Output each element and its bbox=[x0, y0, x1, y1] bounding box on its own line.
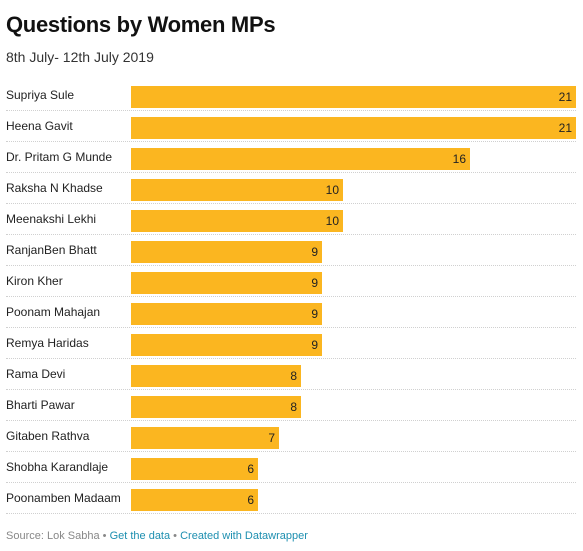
bar bbox=[131, 210, 343, 232]
category-label: Supriya Sule bbox=[6, 88, 75, 102]
bar-chart: Supriya Sule 21 Heena Gavit 21 Dr. Pritam G … bbox=[0, 80, 583, 514]
bar-row: Remya Haridas 9 bbox=[6, 328, 576, 359]
bar-row: Gitaben Rathva 7 bbox=[6, 421, 576, 452]
bar-row: Poonam Mahajan 9 bbox=[6, 297, 576, 328]
category-label: Raksha N Khadse bbox=[6, 181, 103, 195]
bar bbox=[131, 396, 301, 418]
row-divider bbox=[6, 327, 576, 328]
row-divider bbox=[6, 389, 576, 390]
row-divider bbox=[6, 451, 576, 452]
bar-row: Kiron Kher 9 bbox=[6, 266, 576, 297]
bar-value-label: 9 bbox=[311, 276, 318, 290]
bar-row: Raksha N Khadse 10 bbox=[6, 173, 576, 204]
bar-row: Bharti Pawar 8 bbox=[6, 390, 576, 421]
bar-row: Heena Gavit 21 bbox=[6, 111, 576, 142]
datawrapper-link[interactable]: Created with Datawrapper bbox=[180, 530, 308, 542]
bar bbox=[131, 117, 576, 139]
row-divider bbox=[6, 172, 576, 173]
bar bbox=[131, 272, 322, 294]
bar bbox=[131, 148, 470, 170]
footer-separator: • bbox=[173, 530, 178, 542]
bar-row: RanjanBen Bhatt 9 bbox=[6, 235, 576, 266]
bar-value-label: 9 bbox=[311, 245, 318, 259]
bar-value-label: 9 bbox=[311, 307, 318, 321]
row-divider bbox=[6, 141, 576, 142]
category-label: Gitaben Rathva bbox=[6, 429, 90, 443]
bar-row: Supriya Sule 21 bbox=[6, 80, 576, 111]
bar-value-label: 16 bbox=[452, 152, 466, 166]
bar bbox=[131, 86, 576, 108]
footer-separator: • bbox=[102, 530, 107, 542]
row-divider bbox=[6, 234, 576, 235]
row-divider bbox=[6, 482, 576, 483]
bar-value-label: 10 bbox=[325, 183, 339, 197]
category-label: Rama Devi bbox=[6, 367, 66, 381]
bar bbox=[131, 458, 258, 480]
bar bbox=[131, 303, 322, 325]
row-divider bbox=[6, 420, 576, 421]
bar bbox=[131, 365, 301, 387]
bar-value-label: 21 bbox=[558, 90, 572, 104]
chart-subtitle: 8th July- 12th July 2019 bbox=[6, 49, 154, 65]
bar bbox=[131, 334, 322, 356]
category-label: Remya Haridas bbox=[6, 336, 89, 350]
bar-value-label: 7 bbox=[268, 431, 275, 445]
category-label: Meenakshi Lekhi bbox=[6, 212, 97, 226]
footer: Source: Lok Sabha • Get the data • Creat… bbox=[6, 530, 308, 542]
bar-value-label: 6 bbox=[247, 493, 254, 507]
bar-row: Poonamben Madaam 6 bbox=[6, 483, 576, 514]
bar-row: Shobha Karandlaje 6 bbox=[6, 452, 576, 483]
bar-value-label: 6 bbox=[247, 462, 254, 476]
bar-value-label: 10 bbox=[325, 214, 339, 228]
row-divider bbox=[6, 265, 576, 266]
category-label: Kiron Kher bbox=[6, 274, 63, 288]
chart-title: Questions by Women MPs bbox=[6, 12, 276, 37]
category-label: Dr. Pritam G Munde bbox=[6, 150, 113, 164]
bar bbox=[131, 241, 322, 263]
get-data-link[interactable]: Get the data bbox=[109, 530, 171, 542]
row-divider bbox=[6, 296, 576, 297]
category-label: Poonamben Madaam bbox=[6, 491, 121, 505]
bar bbox=[131, 489, 258, 511]
row-divider bbox=[6, 203, 576, 204]
bar-row: Dr. Pritam G Munde 16 bbox=[6, 142, 576, 173]
category-label: Poonam Mahajan bbox=[6, 305, 101, 319]
bar-value-label: 21 bbox=[558, 121, 572, 135]
row-divider bbox=[6, 110, 576, 111]
category-label: Heena Gavit bbox=[6, 119, 73, 133]
bar-value-label: 9 bbox=[311, 338, 318, 352]
bar-row: Rama Devi 8 bbox=[6, 359, 576, 390]
category-label: RanjanBen Bhatt bbox=[6, 243, 97, 257]
bar bbox=[131, 179, 343, 201]
category-label: Shobha Karandlaje bbox=[6, 460, 109, 474]
bar-value-label: 8 bbox=[290, 400, 297, 414]
source-text: Source: Lok Sabha bbox=[6, 530, 100, 542]
bar-row: Meenakshi Lekhi 10 bbox=[6, 204, 576, 235]
bar-value-label: 8 bbox=[290, 369, 297, 383]
bar bbox=[131, 427, 279, 449]
category-label: Bharti Pawar bbox=[6, 398, 75, 412]
row-divider bbox=[6, 358, 576, 359]
row-divider bbox=[6, 513, 576, 514]
